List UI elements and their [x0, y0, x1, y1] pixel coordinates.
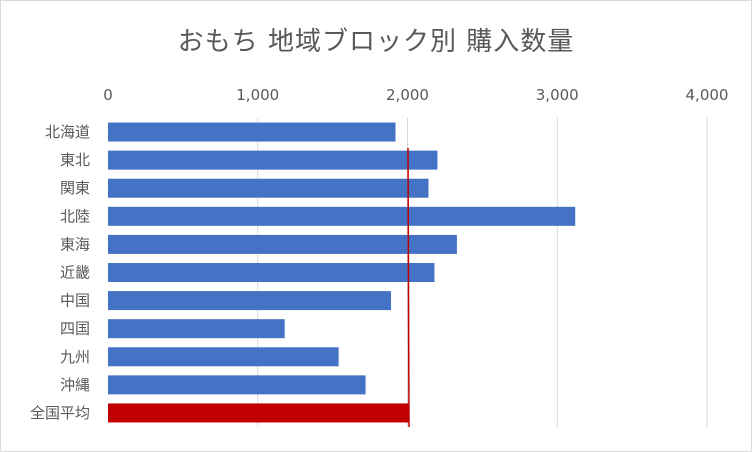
category-label: 沖縄 [60, 376, 90, 394]
bar [108, 263, 435, 282]
x-tick-label: 0 [103, 86, 113, 104]
x-tick-label: 4,000 [686, 86, 729, 104]
category-label: 九州 [60, 348, 90, 366]
bar [108, 319, 285, 339]
x-tick-label: 1,000 [236, 86, 279, 104]
x-axis-ticks: 0 1,000 2,000 3,000 4,000 [103, 86, 728, 104]
category-label: 中国 [60, 292, 90, 310]
bar [108, 178, 429, 198]
x-tick-label: 2,000 [386, 86, 429, 104]
category-label: 四国 [60, 320, 90, 338]
bar [108, 347, 339, 367]
bar [108, 206, 576, 226]
bar [108, 150, 438, 170]
x-tick-label: 3,000 [536, 86, 579, 104]
reference-line-layer [407, 147, 410, 428]
category-label: 近畿 [60, 264, 90, 282]
bars [108, 122, 576, 423]
bar [108, 122, 396, 142]
category-label: 関東 [60, 179, 90, 197]
chart-title: おもち 地域ブロック別 購入数量 [177, 27, 575, 57]
reference-line [407, 147, 410, 428]
bar-national-average [108, 403, 409, 423]
category-label: 東海 [60, 235, 90, 253]
category-label: 北海道 [45, 123, 90, 141]
bar [108, 375, 366, 395]
bar [108, 291, 392, 311]
category-label: 北陸 [60, 207, 90, 225]
bar [108, 234, 457, 254]
category-label: 全国平均 [30, 404, 90, 422]
category-label: 東北 [60, 151, 90, 169]
